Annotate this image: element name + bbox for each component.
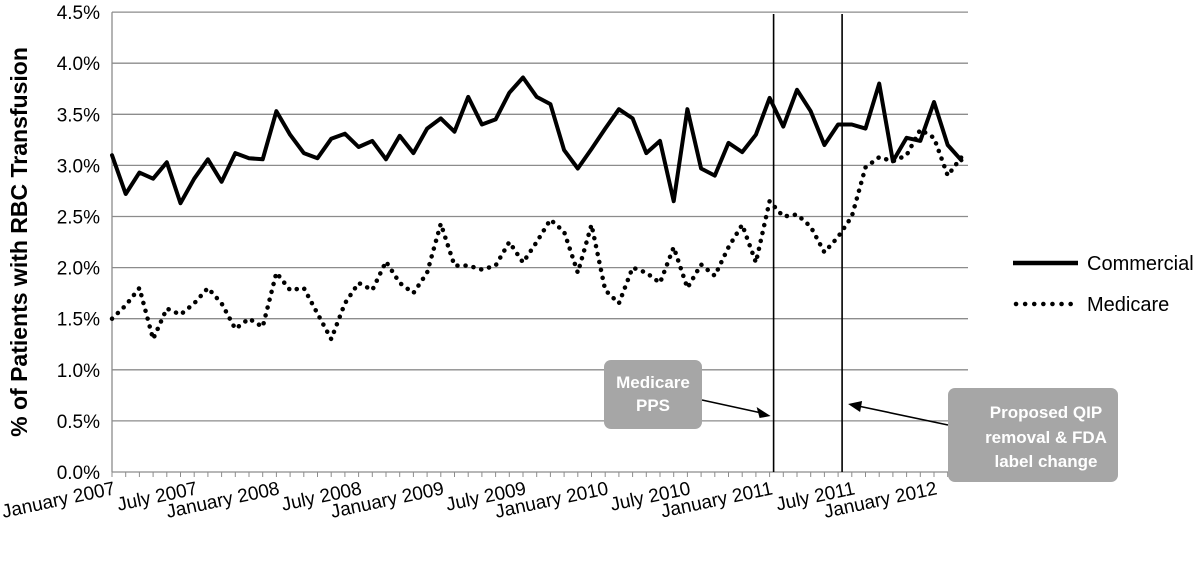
- arrow-shaft-qip-removal: [857, 405, 949, 426]
- arrow-head-medicare-pps: [756, 407, 771, 418]
- arrow-head-qip-removal: [848, 401, 863, 412]
- series-lines: [109, 75, 964, 342]
- axes: [111, 12, 966, 477]
- y-tick-label: 0.0%: [57, 463, 100, 484]
- series-line-medicare: [109, 127, 964, 342]
- y-tick-label: 4.5%: [57, 3, 100, 24]
- event-markers: [701, 14, 949, 472]
- grid-lines: [112, 11, 968, 422]
- series-line-commercial: [110, 75, 964, 206]
- y-tick-label: 3.5%: [57, 105, 100, 126]
- arrow-shaft-medicare-pps: [701, 399, 762, 414]
- x-tick-label: January 2007: [0, 478, 117, 522]
- y-tick-label: 2.5%: [57, 208, 100, 229]
- y-tick-label: 1.5%: [57, 310, 100, 331]
- y-tick-label: 1.0%: [57, 361, 100, 382]
- legend-label-commercial: Commercial: [1087, 253, 1194, 275]
- y-tick-label: 3.0%: [57, 156, 100, 177]
- callout-text-medicare-pps-line2: PPS: [636, 396, 670, 415]
- legend-label-medicare: Medicare: [1087, 294, 1169, 316]
- callout-text-medicare-pps-line1: Medicare: [616, 373, 690, 392]
- callout-box-qip-removal: [948, 388, 1118, 482]
- y-tick-label: 2.0%: [57, 259, 100, 280]
- callout-text-qip-line1: Proposed QIP: [990, 403, 1102, 422]
- callout-box-medicare-pps: [604, 360, 702, 429]
- callout-text-qip-line2: removal & FDA: [985, 428, 1107, 447]
- callout-medicare-pps: Medicare PPS: [604, 360, 702, 429]
- y-axis-label: % of Patients with RBC Transfusion: [6, 47, 32, 437]
- legend: Commercial Medicare: [1013, 253, 1194, 316]
- y-tick-label: 0.5%: [57, 412, 100, 433]
- callout-text-qip-line3: label change: [995, 452, 1098, 471]
- callout-qip-removal: Proposed QIP removal & FDA label change: [948, 388, 1118, 482]
- y-tick-label: 4.0%: [57, 54, 100, 75]
- tick-labels: 0.0% 0.5% 1.0% 1.5% 2.0% 2.5% 3.0% 3.5% 4.0% 4.5%…: [0, 3, 939, 523]
